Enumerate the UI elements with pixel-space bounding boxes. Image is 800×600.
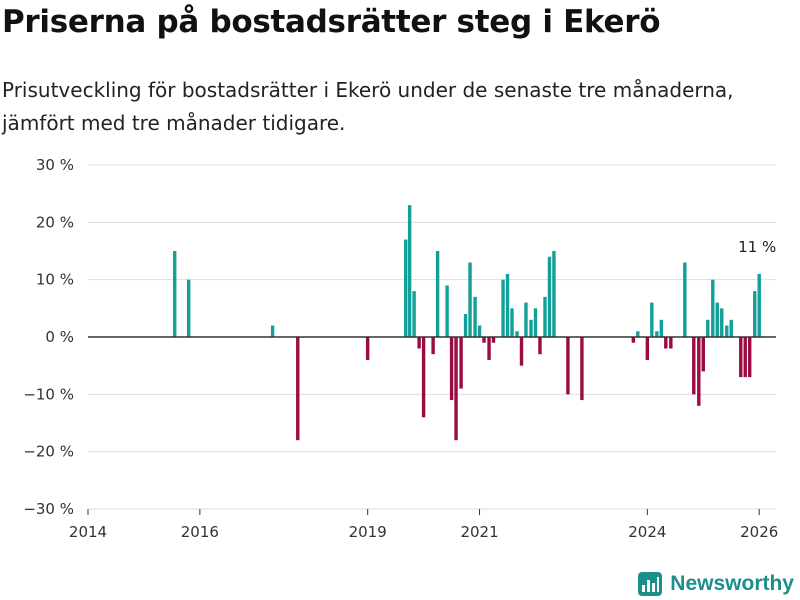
- y-tick-label: 10 %: [36, 271, 74, 289]
- bar-positive: [524, 302, 528, 337]
- bar-negative: [748, 337, 752, 378]
- y-tick-label: 20 %: [36, 213, 74, 231]
- bar-negative: [701, 337, 705, 372]
- bars: [173, 205, 761, 441]
- bar-positive: [407, 205, 412, 337]
- bar-positive: [636, 331, 640, 337]
- annotations: 11 %: [738, 238, 776, 256]
- bar-positive: [435, 251, 440, 337]
- bar-positive: [477, 325, 482, 337]
- x-tick-label: 2014: [69, 523, 107, 541]
- bar-negative: [431, 337, 435, 355]
- bar-chart-logo-icon: [638, 572, 663, 596]
- bar-positive: [473, 296, 477, 337]
- bar-positive: [186, 279, 191, 337]
- bar-negative: [487, 337, 491, 360]
- bar-negative: [538, 337, 542, 355]
- bar-negative: [580, 337, 584, 401]
- bar-positive: [753, 291, 757, 337]
- y-tick-label: −30 %: [23, 500, 74, 518]
- bar-positive: [543, 296, 547, 337]
- y-tick-label: 0 %: [45, 328, 74, 346]
- bar-positive: [515, 331, 519, 337]
- bar-positive: [510, 308, 514, 337]
- bar-positive: [659, 319, 664, 337]
- bar-negative: [743, 337, 747, 378]
- bar-positive: [412, 291, 416, 337]
- chart-title: Priserna på bostadsrätter steg i Ekerö: [2, 4, 661, 40]
- x-tick-label: 2021: [460, 523, 498, 541]
- bar-positive: [683, 262, 687, 337]
- bar-negative: [645, 337, 650, 360]
- bar-positive: [547, 256, 552, 337]
- bar-positive: [505, 273, 510, 337]
- bar-negative: [365, 337, 370, 360]
- bar-positive: [529, 319, 533, 337]
- bar-negative: [519, 337, 524, 366]
- bar-negative: [692, 337, 696, 395]
- y-tick-label: −20 %: [23, 443, 74, 461]
- bar-negative: [669, 337, 673, 349]
- brand-footer: Newsworthy: [638, 572, 794, 596]
- bar-positive: [468, 262, 472, 337]
- bar-negative: [631, 337, 636, 343]
- x-axis: 2014 2016 2019 2021 2024 2026: [69, 336, 778, 541]
- y-tick-label: −10 %: [23, 385, 74, 403]
- bar-negative: [664, 337, 668, 349]
- y-tick-label: 30 %: [36, 156, 74, 174]
- grid-lines: [88, 164, 776, 510]
- bar-positive: [552, 251, 556, 337]
- bar-positive: [720, 308, 724, 337]
- data-label: 11 %: [738, 238, 776, 256]
- bar-negative: [566, 337, 570, 395]
- bar-chart: 30 %20 %10 %0 %−10 %−20 %−30 % 2014 2016 2…: [23, 156, 778, 541]
- bar-negative: [417, 337, 421, 349]
- bar-negative: [459, 337, 463, 389]
- bar-negative: [491, 337, 496, 343]
- x-tick-label: 2026: [740, 523, 778, 541]
- bar-negative: [296, 337, 300, 441]
- bar-positive: [715, 302, 719, 337]
- bar-negative: [421, 337, 426, 418]
- y-axis-labels: 30 % 20 % 10 % 0 % −10 % −20 % −30 %: [23, 156, 74, 518]
- bar-positive: [173, 251, 177, 337]
- bar-positive: [533, 308, 538, 337]
- bar-positive: [711, 279, 715, 337]
- x-tick-label: 2024: [628, 523, 666, 541]
- bar-positive: [757, 273, 761, 337]
- x-tick-label: 2019: [349, 523, 387, 541]
- bar-positive: [404, 239, 408, 337]
- bar-negative: [454, 337, 458, 441]
- bar-positive: [650, 302, 654, 337]
- bar-positive: [445, 285, 449, 337]
- bar-positive: [725, 325, 729, 337]
- bar-positive: [501, 279, 505, 337]
- brand-name: Newsworthy: [670, 572, 794, 595]
- bar-positive: [463, 314, 468, 337]
- bar-negative: [697, 337, 701, 406]
- bar-negative: [449, 337, 454, 401]
- bar-positive: [270, 325, 275, 337]
- x-tick-label: 2016: [181, 523, 219, 541]
- bar-positive: [655, 331, 659, 337]
- bar-negative: [482, 337, 486, 343]
- bar-negative: [739, 337, 743, 378]
- bar-positive: [706, 319, 710, 337]
- bar-positive: [729, 319, 733, 337]
- chart-subtitle: Prisutveckling för bostadsrätter i Ekerö…: [2, 78, 734, 135]
